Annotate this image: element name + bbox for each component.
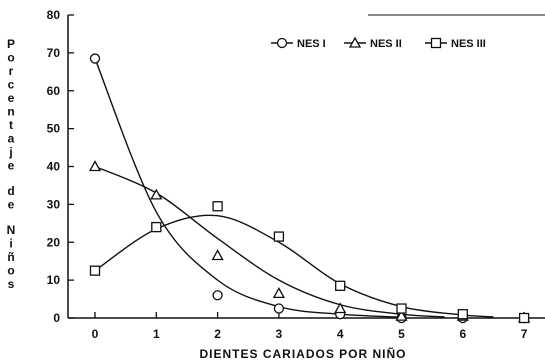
y-axis-label-char: a: [8, 132, 15, 146]
point-nes-ii: [334, 302, 347, 314]
point-nes-i: [212, 290, 223, 301]
point-nes-iii: [518, 312, 530, 324]
point-nes-iii: [335, 280, 346, 291]
point-nes-ii: [395, 309, 408, 321]
y-axis-label-char: ñ: [7, 250, 14, 264]
series-curves: [94, 58, 494, 318]
y-tick-label: 0: [53, 311, 60, 325]
x-tick-label: 7: [521, 327, 528, 341]
point-nes-ii: [150, 188, 163, 200]
y-tick-label: 20: [47, 235, 61, 249]
legend-marker-nes-iii: [430, 37, 442, 49]
curve-nes-ii: [94, 165, 445, 318]
point-nes-iii: [396, 303, 407, 314]
y-ticks: 0 10 20 30 40 50 60 70 80: [47, 8, 74, 325]
y-axis-label-char: d: [7, 184, 14, 198]
x-tick-label: 6: [459, 327, 466, 341]
y-axis-label-char: n: [7, 105, 14, 119]
y-tick-label: 40: [47, 160, 61, 174]
x-tick-label: 3: [276, 327, 283, 341]
x-tick-label: 5: [398, 327, 405, 341]
y-axis-label-char: o: [7, 51, 14, 65]
y-axis-label-char: e: [8, 198, 15, 212]
y-axis-label-char: j: [8, 145, 12, 159]
y-axis-label-char: i: [9, 237, 12, 251]
y-tick-label: 10: [47, 273, 61, 287]
legend: NES I NES II NES III: [271, 36, 486, 50]
y-tick-label: 60: [47, 84, 61, 98]
curve-nes-i: [94, 58, 402, 318]
y-axis-label-char: P: [7, 37, 15, 51]
y-axis-label-char: o: [7, 264, 14, 278]
y-axis-label-char: e: [8, 91, 15, 105]
y-axis-label-char: N: [7, 223, 16, 237]
legend-label-nes-i: NES I: [297, 38, 326, 50]
x-axis-label: DIENTES CARIADOS POR NIÑO: [199, 346, 406, 361]
legend-marker-nes-ii: [348, 36, 362, 48]
point-nes-iii: [89, 265, 101, 276]
y-axis-label-char: t: [9, 118, 13, 132]
point-nes-ii: [211, 249, 224, 261]
point-nes-iii: [273, 231, 285, 242]
legend-label-nes-ii: NES II: [370, 38, 402, 50]
y-axis-label-char: s: [8, 277, 15, 291]
legend-label-nes-iii: NES III: [451, 38, 486, 50]
point-nes-iii: [212, 201, 223, 212]
legend-marker-nes-i: [276, 37, 288, 49]
y-tick-label: 30: [47, 197, 61, 211]
axes: [67, 14, 545, 319]
point-nes-ii: [272, 287, 286, 299]
point-nes-i: [89, 53, 101, 64]
y-tick-label: 50: [47, 122, 61, 136]
x-tick-label: 1: [153, 327, 160, 341]
y-axis-label-char: r: [9, 64, 14, 78]
x-tick-label: 2: [214, 327, 221, 341]
x-tick-label: 0: [92, 327, 99, 341]
y-axis-label-char: e: [8, 159, 15, 173]
x-tick-label: 4: [337, 327, 344, 341]
y-tick-label: 70: [47, 46, 61, 60]
point-nes-iii: [151, 221, 162, 233]
series-markers: [88, 53, 531, 324]
y-tick-label: 80: [47, 8, 61, 22]
point-nes-ii: [88, 160, 102, 172]
point-nes-iii: [457, 309, 468, 320]
point-nes-i: [273, 303, 285, 314]
y-axis-label-char: c: [8, 78, 15, 92]
